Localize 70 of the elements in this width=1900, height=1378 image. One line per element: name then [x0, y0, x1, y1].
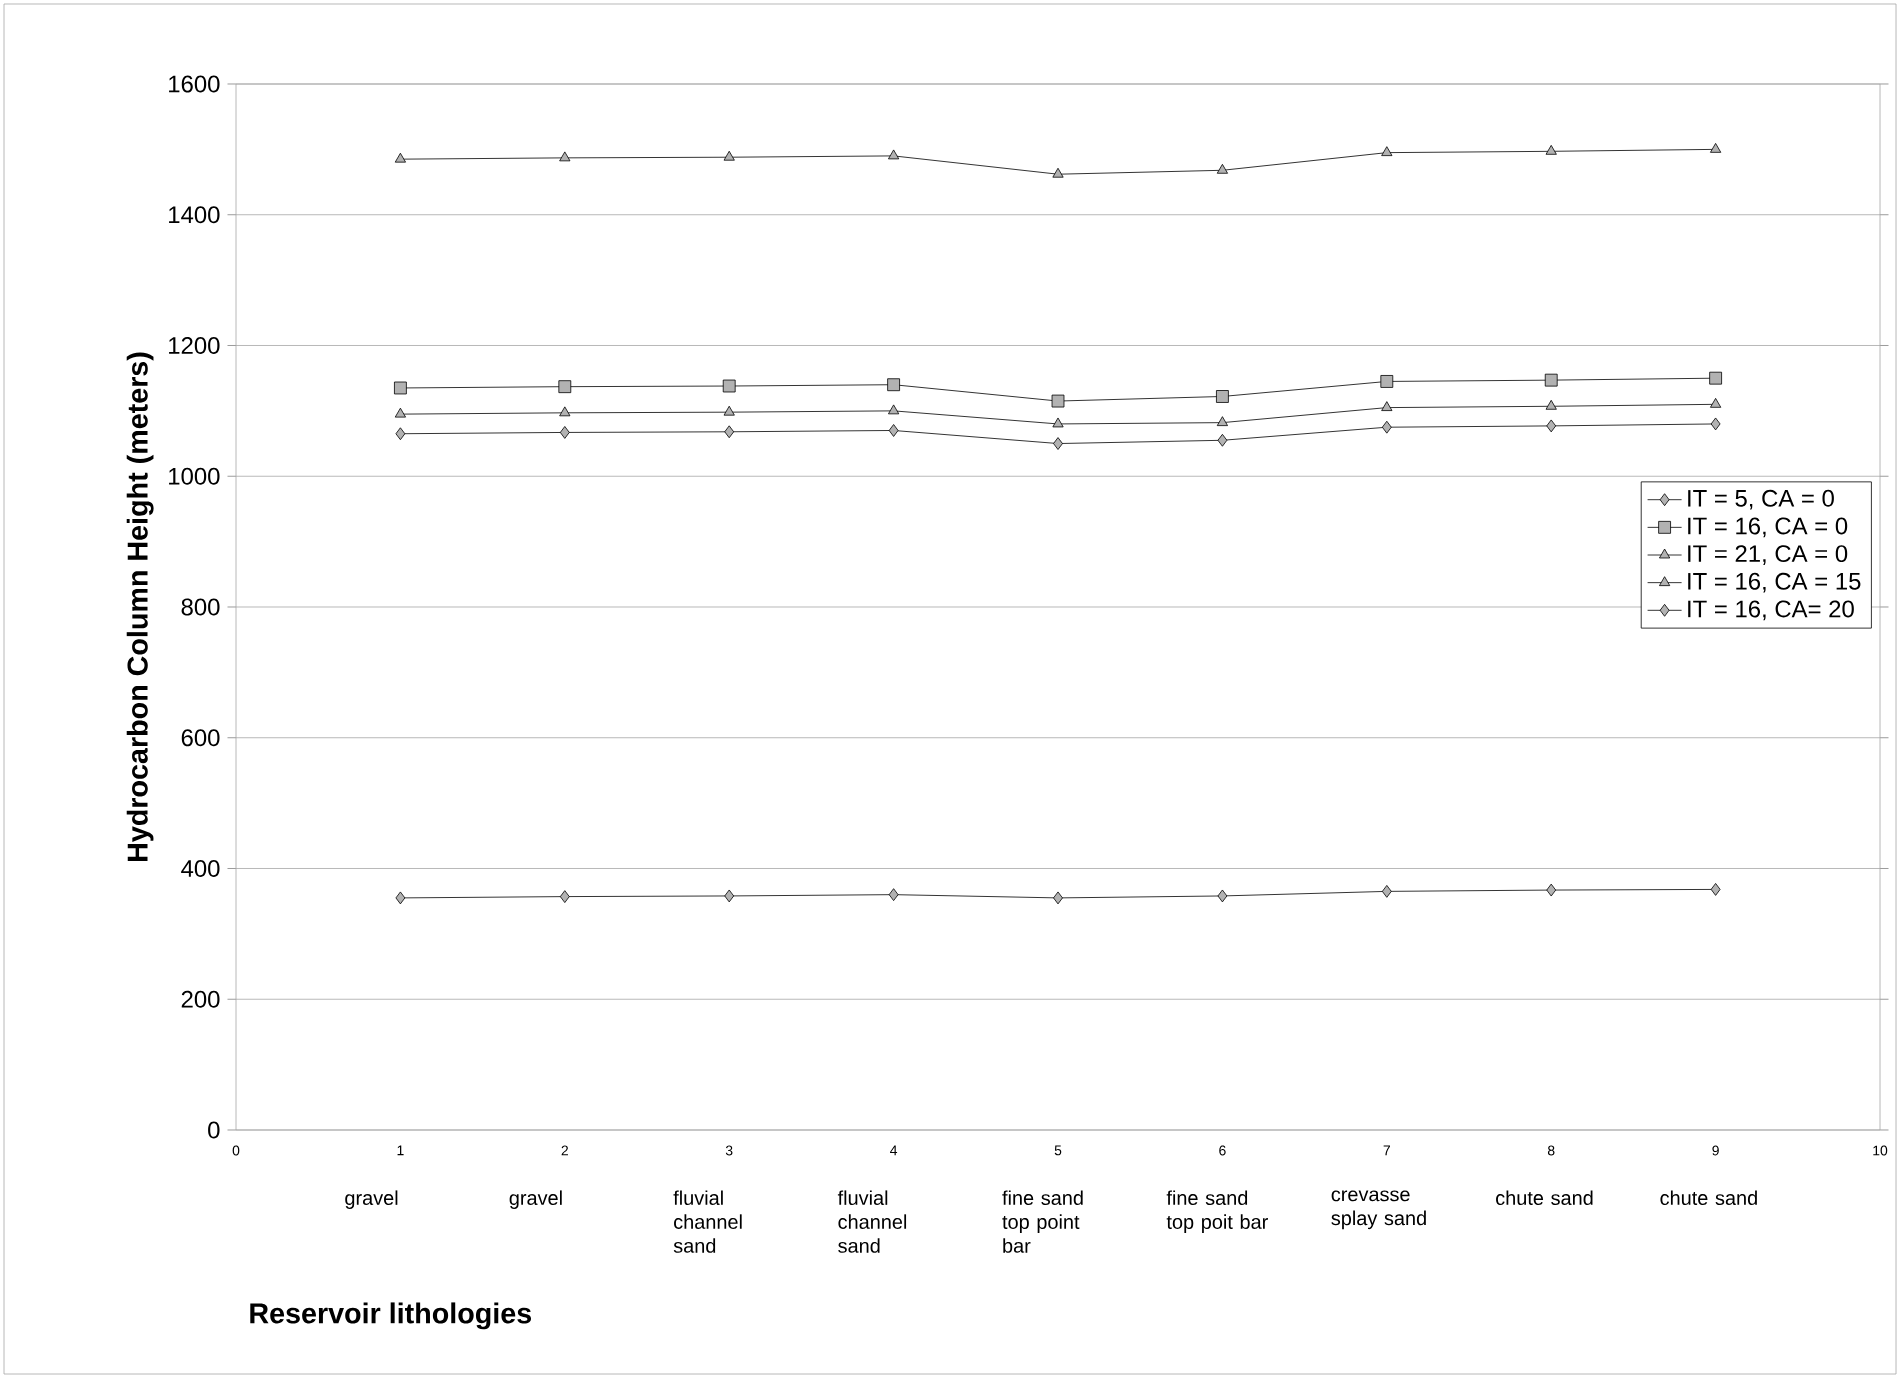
- y-tick-label: 400: [181, 860, 220, 877]
- text: gravel: [509, 1190, 562, 1209]
- y-tick-label: 600: [181, 729, 220, 747]
- text: fine sand top poit bar: [1166, 1190, 1268, 1233]
- y-axis-title: Hydrocarbon Column Height (meters): [126, 352, 154, 861]
- point: [1709, 371, 1722, 385]
- point: [1545, 144, 1557, 155]
- y-tick-label: 1600: [169, 75, 220, 93]
- point: [1710, 397, 1722, 408]
- point: [723, 150, 735, 161]
- legend-label: IT = 5, CA = 0: [1688, 489, 1834, 510]
- point: [1217, 889, 1228, 903]
- point: [1052, 417, 1064, 428]
- point: [1052, 167, 1064, 178]
- text: chute sand: [1496, 1190, 1593, 1206]
- text: gravel: [345, 1190, 398, 1209]
- point: [1710, 142, 1722, 153]
- point: [394, 407, 406, 418]
- legend-label: IT = 16, CA = 15: [1688, 572, 1861, 593]
- point: [1053, 437, 1063, 450]
- point: [1546, 883, 1557, 897]
- point: [722, 379, 736, 393]
- y-tick-label: 200: [181, 990, 220, 1008]
- text: chute sand: [1660, 1190, 1757, 1206]
- y-tick-label: 1000: [169, 467, 220, 485]
- point: [1216, 390, 1229, 403]
- point: [395, 891, 406, 905]
- point: [1216, 163, 1228, 174]
- point: [1051, 394, 1065, 408]
- point: [888, 424, 899, 437]
- point: [724, 425, 735, 439]
- point: [724, 889, 735, 903]
- point: [559, 426, 570, 439]
- point: [888, 404, 900, 415]
- legend-label: IT = 21, CA = 0: [1688, 545, 1848, 565]
- point: [394, 152, 406, 163]
- point: [1545, 399, 1557, 410]
- point: [1381, 420, 1392, 434]
- point: [1380, 375, 1394, 388]
- point: [1710, 417, 1721, 431]
- point: [395, 427, 406, 441]
- point: [723, 405, 735, 416]
- point: [559, 406, 571, 417]
- point: [1053, 891, 1063, 905]
- legend-label: IT = 16, CA = 0: [1688, 517, 1848, 538]
- y-tick-label: 1400: [169, 206, 220, 224]
- point: [888, 888, 899, 902]
- text: crevasse splay sand: [1331, 1190, 1426, 1230]
- point: [559, 890, 570, 903]
- text: Reservoir lithologies: [250, 1302, 532, 1330]
- point: [558, 380, 572, 394]
- y-tick-label: 1200: [169, 337, 220, 354]
- point: [1710, 883, 1721, 896]
- y-tick-label: 800: [181, 598, 220, 616]
- y-tick-label: 0: [208, 1121, 220, 1139]
- point: [1546, 419, 1557, 433]
- point: [559, 151, 571, 162]
- legend-label: IT = 16, CA= 20: [1688, 600, 1854, 621]
- point: [888, 149, 900, 160]
- point: [1381, 146, 1393, 157]
- point: [394, 381, 407, 395]
- point: [1216, 416, 1228, 427]
- point: [887, 378, 900, 392]
- text: fluvial channel sand: [837, 1190, 907, 1253]
- point: [1217, 433, 1228, 447]
- point: [1544, 373, 1558, 387]
- text: fine sand top point bar: [1002, 1190, 1083, 1253]
- point: [1381, 401, 1393, 411]
- point: [1381, 885, 1392, 898]
- text: fluvial channel sand: [673, 1190, 742, 1253]
